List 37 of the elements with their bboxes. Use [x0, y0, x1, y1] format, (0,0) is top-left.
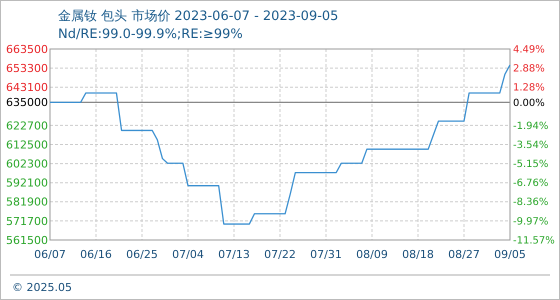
y2-tick-label: -8.36% [513, 197, 548, 208]
x-tick-label: 06/16 [80, 248, 112, 261]
y2-tick-label: -5.15% [513, 159, 548, 170]
text: © 2025.05 [12, 281, 72, 294]
y-tick-label: 581900 [6, 196, 48, 209]
y2-tick-label: 2.88% [513, 64, 545, 75]
y-tick-label: 602300 [6, 157, 48, 170]
y2-tick-label: -9.97% [513, 216, 548, 228]
x-tick-label: 07/31 [310, 248, 342, 261]
line-series [49, 64, 511, 225]
chart-title: 金属钕 包头 市场价 2023-06-07 - 2023-09-05 [58, 9, 338, 24]
y-tick-label: 612500 [6, 138, 48, 152]
y2-tick-label: -11.57% [513, 235, 555, 246]
y2-tick-label: -6.76% [513, 178, 548, 190]
x-tick-label: 08/27 [448, 248, 480, 261]
y-tick-label: 643100 [6, 81, 48, 94]
chart-subtitle: Nd/RE:99.0-99.9%;RE:≥99% [58, 27, 243, 42]
x-tick-label: 08/18 [402, 248, 434, 261]
x-tick-label: 07/13 [218, 248, 250, 261]
x-tick-label: 07/22 [264, 248, 296, 261]
x-tick-label: 06/07 [34, 248, 66, 261]
y-tick-label: 592100 [6, 176, 48, 190]
x-tick-label: 08/09 [356, 248, 388, 261]
y-tick-label: 622700 [6, 119, 48, 132]
y-tick-label: 635000 [6, 96, 48, 110]
y2-tick-label: -1.94% [513, 120, 548, 132]
x-tick-label: 07/04 [172, 248, 204, 261]
y-tick-label: 571700 [6, 214, 48, 228]
y2-tick-label: 4.49% [513, 44, 545, 56]
y2-tick-label: 1.28% [513, 82, 545, 94]
y-tick-label: 653300 [6, 62, 48, 75]
y-tick-label: 561500 [6, 234, 48, 247]
y2-tick-label: 0.00% [513, 98, 545, 109]
x-tick-label: 09/05 [494, 248, 526, 261]
y2-tick-label: -3.54% [513, 140, 548, 151]
x-tick-label: 06/25 [126, 248, 158, 261]
y-tick-label: 663500 [6, 42, 48, 56]
